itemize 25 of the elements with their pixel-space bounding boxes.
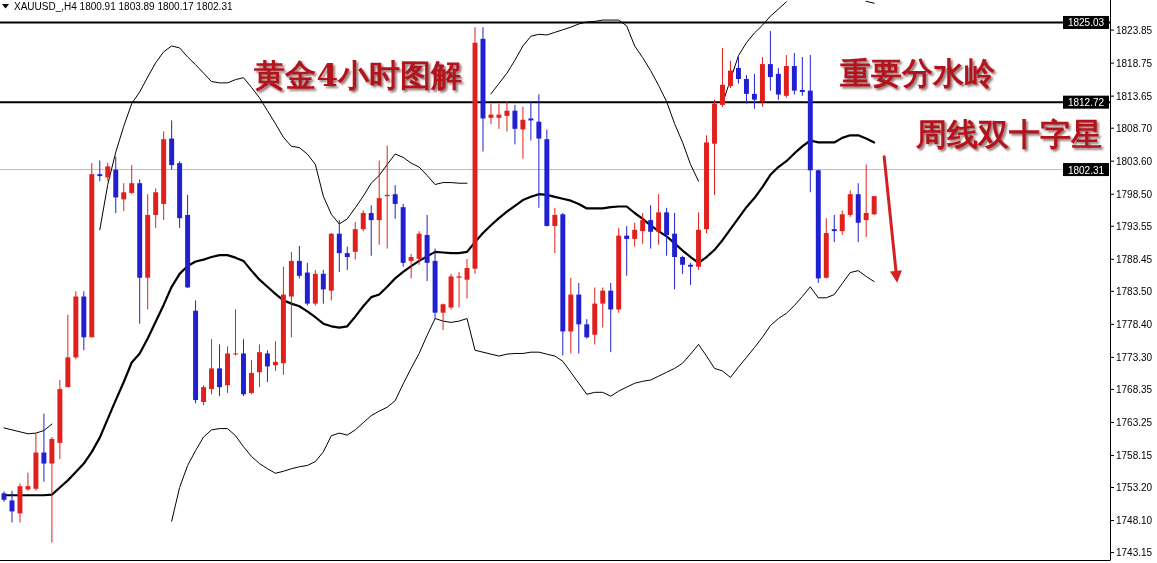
y-tick-label: 1763.25: [1116, 416, 1153, 428]
ref-line-label: 1802.31: [1067, 164, 1105, 176]
y-tick-label: 1783.50: [1116, 285, 1153, 297]
y-tick-label: 1788.45: [1116, 253, 1153, 265]
y-tick-label: 1778.40: [1116, 318, 1153, 330]
ref-line-label: 1812.72: [1067, 97, 1105, 109]
y-tick-label: 1758.15: [1116, 449, 1153, 461]
y-tick-label: 1743.15: [1116, 547, 1153, 559]
chart-title: XAUUSD_,H4 1800.91 1803.89 1800.17 1802.31: [14, 1, 233, 12]
annotation: 黄金4小时图解: [254, 57, 462, 93]
y-tick-label: 1803.60: [1116, 155, 1153, 167]
y-tick-label: 1818.75: [1116, 57, 1153, 69]
y-tick-label: 1813.65: [1116, 90, 1153, 102]
ref-tag: 1802.31: [1063, 163, 1109, 177]
y-tick-label: 1753.20: [1116, 481, 1153, 493]
y-tick-label: 1768.35: [1116, 383, 1153, 395]
y-tick-label: 1773.30: [1116, 351, 1153, 363]
y-tick-label: 1808.70: [1116, 122, 1153, 134]
y-tick-label: 1748.10: [1116, 515, 1153, 527]
annotation: 重要分水岭: [840, 55, 996, 91]
text: 周线双十字星: [915, 116, 1102, 152]
y-tick-label: 1793.55: [1116, 220, 1153, 232]
y-tick-label: 1798.50: [1116, 188, 1153, 200]
y-tick-label: 1823.85: [1116, 24, 1153, 36]
ref-line-label: 1825.03: [1067, 17, 1105, 29]
